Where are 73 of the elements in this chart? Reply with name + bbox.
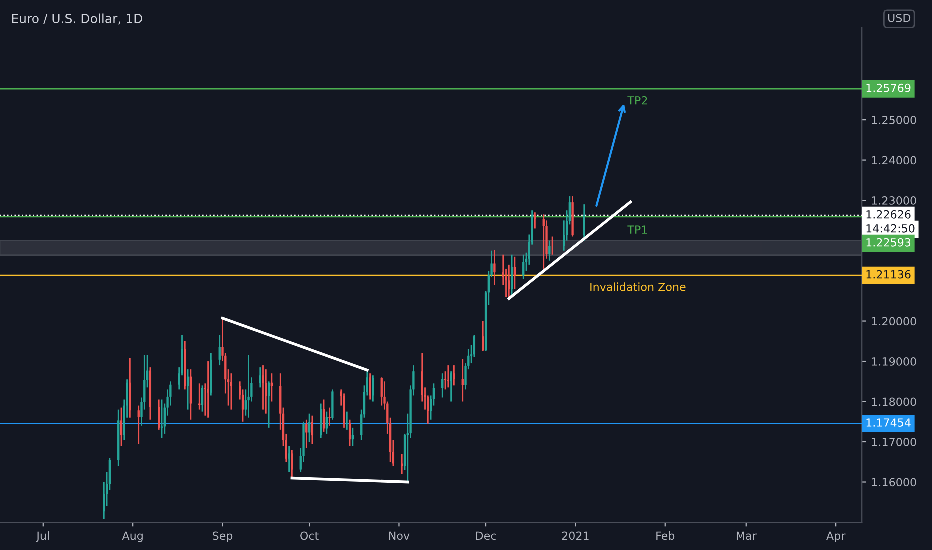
candlestick (308, 413, 311, 443)
text: USD (888, 14, 911, 22)
candlestick (230, 372, 233, 411)
x-tick-label: Jul (36, 532, 50, 542)
candlestick (262, 364, 264, 411)
candlestick (160, 399, 164, 439)
candlestick (186, 368, 190, 411)
candlestick (372, 374, 374, 402)
candlestick (158, 399, 160, 431)
candlestick (326, 411, 328, 435)
candlestick (542, 214, 545, 270)
candlestick (551, 236, 554, 256)
candlestick (311, 415, 314, 445)
candlestick (328, 407, 331, 427)
candlestick (248, 354, 250, 419)
candlestick (138, 405, 140, 445)
x-tick-label: Apr (826, 532, 846, 542)
y-tick-label: 1.19000 (872, 358, 916, 366)
annotation: Invalidation Zone (590, 282, 686, 292)
candlestick (288, 445, 290, 473)
x-tick-label: Feb (656, 532, 675, 540)
candlestick (120, 407, 123, 447)
candlestick (207, 360, 210, 419)
x-tick-label: Nov (389, 532, 410, 540)
annotation: TP1 (628, 226, 648, 234)
x-tick-label: Dec (476, 532, 496, 540)
candlestick (306, 419, 308, 449)
candlestick (522, 254, 525, 280)
ref-line-label: 1.25769 (866, 84, 911, 92)
candlestick (453, 364, 456, 386)
y-tick-label: 1.16000 (872, 478, 916, 487)
annotation: TP2 (628, 96, 648, 105)
candlestick (482, 320, 484, 352)
candlestick (348, 419, 352, 447)
ref-line-label: 1.21136 (866, 270, 911, 279)
x-tick-label: 2021 (562, 532, 589, 540)
y-tick-label: 1.20000 (872, 317, 916, 326)
y-tick-label: 1.18000 (872, 398, 916, 406)
candlestick (291, 449, 294, 478)
candlestick (268, 380, 270, 429)
candlestick (259, 366, 262, 388)
candlestick (442, 372, 444, 398)
y-tick-label: 1.24000 (872, 156, 916, 165)
candlestick (450, 370, 452, 402)
candlestick (270, 372, 274, 402)
candlestick (380, 376, 383, 406)
candlestick (369, 372, 372, 400)
candlestick (401, 453, 404, 475)
x-tick-label: Sep (213, 532, 233, 542)
candlestick (494, 249, 496, 286)
chart-title: Euro / U.S. Dollar, 1D (12, 14, 142, 25)
x-tick-label: Aug (122, 532, 143, 542)
candlestick (352, 427, 354, 447)
x-tick-label: Oct (300, 532, 319, 540)
candlestick (346, 411, 348, 431)
y-tick-label: 1.17000 (872, 438, 916, 446)
candlestick (510, 254, 514, 298)
candlestick (322, 399, 326, 433)
candlestick (514, 256, 516, 290)
candlestick (218, 334, 221, 366)
candlestick (201, 384, 204, 413)
y-tick-label: 1.23000 (872, 196, 916, 205)
candlestick (583, 204, 586, 242)
y-tick-label: 1.25000 (872, 116, 916, 124)
ref-line-label: 1.22593 (866, 238, 911, 247)
ref-line-label: 1.22626 (866, 210, 911, 219)
candlestick (548, 240, 551, 262)
candlestick (462, 358, 464, 402)
ref-line-label: 1.17454 (866, 418, 911, 427)
text: 14:42:50 (866, 224, 915, 233)
candlestick (534, 212, 536, 230)
x-tick-label: Mar (736, 532, 757, 540)
candlestick (508, 264, 510, 298)
